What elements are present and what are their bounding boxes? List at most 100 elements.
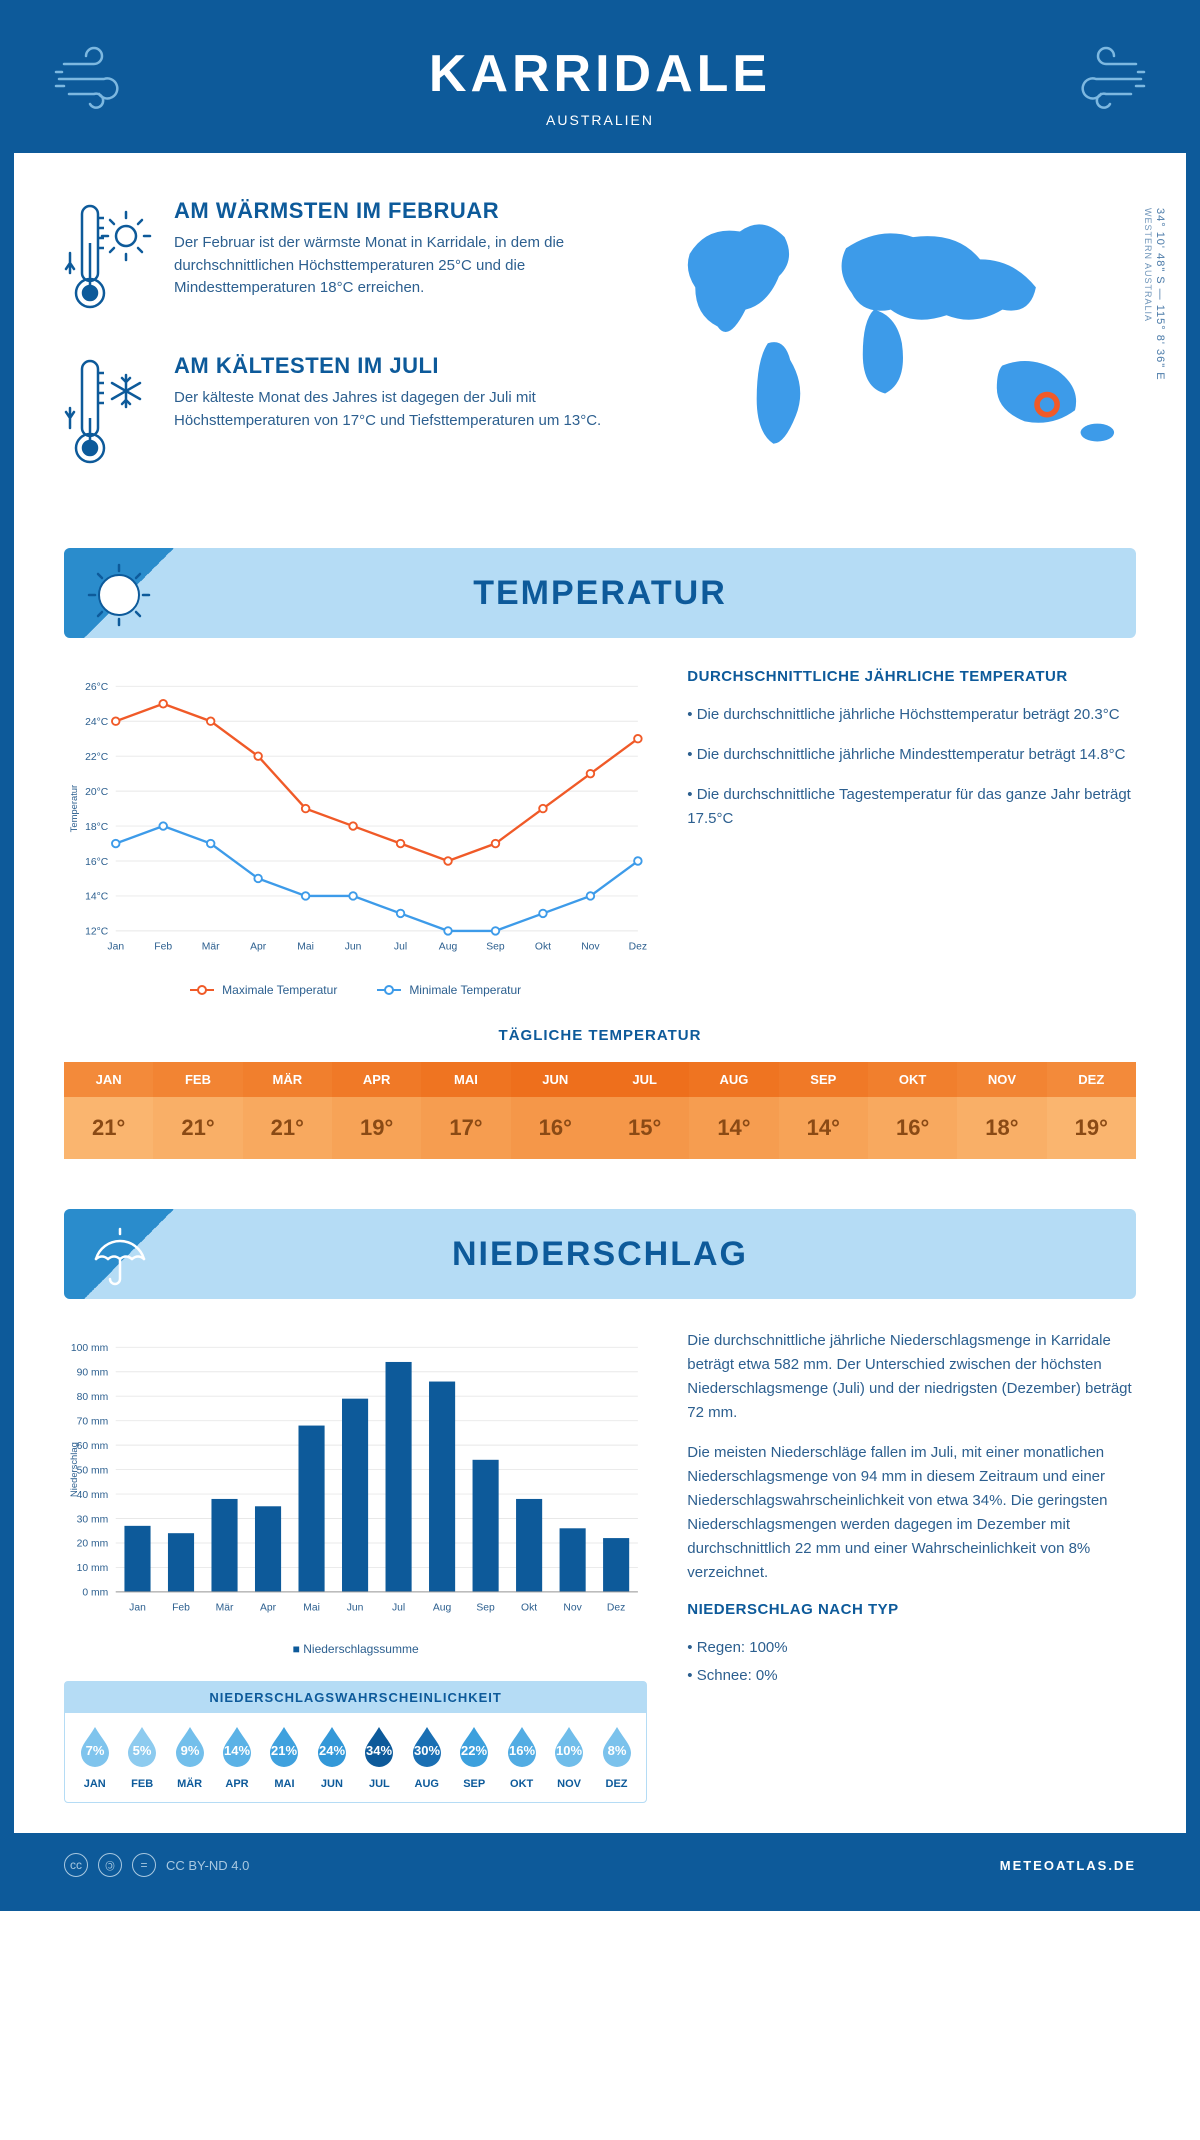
legend-max-label: Maximale Temperatur bbox=[222, 983, 337, 997]
precip-para2: Die meisten Niederschläge fallen im Juli… bbox=[687, 1441, 1136, 1585]
daily-col: FEB 21° bbox=[153, 1062, 242, 1159]
daily-col: SEP 14° bbox=[779, 1062, 868, 1159]
svg-text:70 mm: 70 mm bbox=[77, 1416, 109, 1427]
precip-left: 0 mm10 mm20 mm30 mm40 mm50 mm60 mm70 mm8… bbox=[64, 1329, 647, 1803]
drop-icon: 14% bbox=[220, 1725, 254, 1767]
svg-text:Apr: Apr bbox=[260, 1603, 277, 1614]
type-bullet: • Schnee: 0% bbox=[687, 1664, 1136, 1688]
svg-text:26°C: 26°C bbox=[85, 682, 109, 693]
umbrella-icon bbox=[84, 1221, 154, 1296]
temperature-line-chart: 12°C14°C16°C18°C20°C22°C24°C26°CJanFebMä… bbox=[64, 668, 647, 968]
prob-col: 21% MAI bbox=[261, 1725, 308, 1790]
svg-text:16%: 16% bbox=[509, 1743, 535, 1758]
intro-left: AM WÄRMSTEN IM FEBRUAR Der Februar ist d… bbox=[64, 198, 605, 508]
temp-bullet: • Die durchschnittliche Tagestemperatur … bbox=[687, 783, 1136, 831]
svg-text:9%: 9% bbox=[180, 1743, 199, 1758]
content: AM WÄRMSTEN IM FEBRUAR Der Februar ist d… bbox=[14, 153, 1186, 1833]
region-label: WESTERN AUSTRALIA bbox=[1143, 208, 1153, 322]
svg-text:Okt: Okt bbox=[535, 942, 551, 953]
world-map-icon bbox=[645, 198, 1136, 466]
prob-col: 10% NOV bbox=[545, 1725, 592, 1790]
page-title: KARRIDALE bbox=[14, 44, 1186, 104]
svg-text:Jul: Jul bbox=[394, 942, 407, 953]
prob-col: 9% MÄR bbox=[166, 1725, 213, 1790]
svg-text:12°C: 12°C bbox=[85, 927, 109, 938]
svg-text:Nov: Nov bbox=[563, 1603, 582, 1614]
by-icon: 🄯 bbox=[98, 1853, 122, 1877]
svg-text:24°C: 24°C bbox=[85, 717, 109, 728]
svg-text:Mär: Mär bbox=[216, 1603, 234, 1614]
drop-icon: 24% bbox=[315, 1725, 349, 1767]
legend-min-label: Minimale Temperatur bbox=[409, 983, 521, 997]
prob-col: 5% FEB bbox=[118, 1725, 165, 1790]
svg-text:Jul: Jul bbox=[392, 1603, 405, 1614]
svg-text:Mär: Mär bbox=[202, 942, 220, 953]
svg-text:90 mm: 90 mm bbox=[77, 1368, 109, 1379]
svg-text:14°C: 14°C bbox=[85, 892, 109, 903]
svg-text:100 mm: 100 mm bbox=[71, 1343, 108, 1354]
drop-icon: 9% bbox=[173, 1725, 207, 1767]
svg-text:21%: 21% bbox=[271, 1743, 297, 1758]
precip-para1: Die durchschnittliche jährliche Niedersc… bbox=[687, 1329, 1136, 1425]
cold-text: Der kälteste Monat des Jahres ist dagege… bbox=[174, 387, 605, 432]
svg-text:40 mm: 40 mm bbox=[77, 1490, 109, 1501]
svg-text:Aug: Aug bbox=[439, 942, 458, 953]
intro-row: AM WÄRMSTEN IM FEBRUAR Der Februar ist d… bbox=[64, 198, 1136, 508]
svg-text:5%: 5% bbox=[133, 1743, 152, 1758]
svg-text:22°C: 22°C bbox=[85, 752, 109, 763]
temp-side-title: DURCHSCHNITTLICHE JÄHRLICHE TEMPERATUR bbox=[687, 668, 1136, 685]
temp-bullet: • Die durchschnittliche jährliche Höchst… bbox=[687, 703, 1136, 727]
type-bullet: • Regen: 100% bbox=[687, 1636, 1136, 1660]
precip-body: 0 mm10 mm20 mm30 mm40 mm50 mm60 mm70 mm8… bbox=[64, 1329, 1136, 1803]
cold-block: AM KÄLTESTEN IM JULI Der kälteste Monat … bbox=[64, 353, 605, 478]
svg-text:8%: 8% bbox=[607, 1743, 626, 1758]
temperature-banner: TEMPERATUR bbox=[64, 548, 1136, 638]
daily-col: MAI 17° bbox=[421, 1062, 510, 1159]
daily-col: OKT 16° bbox=[868, 1062, 957, 1159]
svg-text:Temperatur: Temperatur bbox=[68, 785, 79, 833]
warm-text: Der Februar ist der wärmste Monat in Kar… bbox=[174, 232, 605, 300]
drop-icon: 34% bbox=[362, 1725, 396, 1767]
page-subtitle: AUSTRALIEN bbox=[14, 112, 1186, 128]
nd-icon: = bbox=[132, 1853, 156, 1877]
daily-col: JUN 16° bbox=[511, 1062, 600, 1159]
svg-text:Feb: Feb bbox=[172, 1603, 190, 1614]
svg-text:Jan: Jan bbox=[107, 942, 124, 953]
warm-block: AM WÄRMSTEN IM FEBRUAR Der Februar ist d… bbox=[64, 198, 605, 323]
svg-text:60 mm: 60 mm bbox=[77, 1441, 109, 1452]
coords: 34° 10' 48" S — 115° 8' 36" E WESTERN AU… bbox=[1142, 208, 1166, 381]
prob-col: 14% APR bbox=[213, 1725, 260, 1790]
probability-box: NIEDERSCHLAGSWAHRSCHEINLICHKEIT 7% JAN 5… bbox=[64, 1681, 647, 1803]
bar-legend: Niederschlagssumme bbox=[64, 1642, 647, 1656]
svg-text:50 mm: 50 mm bbox=[77, 1465, 109, 1476]
site-name: METEOATLAS.DE bbox=[1000, 1858, 1136, 1873]
chart-legend: .legend-item:nth-child(1) .legend-marker… bbox=[64, 983, 647, 997]
temp-title: TEMPERATUR bbox=[473, 574, 727, 613]
svg-text:Okt: Okt bbox=[521, 1603, 537, 1614]
drop-icon: 16% bbox=[505, 1725, 539, 1767]
wind-icon bbox=[54, 44, 144, 119]
svg-text:Sep: Sep bbox=[486, 942, 505, 953]
svg-text:Apr: Apr bbox=[250, 942, 267, 953]
drop-icon: 21% bbox=[267, 1725, 301, 1767]
prob-col: 34% JUL bbox=[356, 1725, 403, 1790]
svg-text:10%: 10% bbox=[556, 1743, 582, 1758]
daily-col: MÄR 21° bbox=[243, 1062, 332, 1159]
intro-right: 34° 10' 48" S — 115° 8' 36" E WESTERN AU… bbox=[645, 198, 1136, 508]
prob-col: 30% AUG bbox=[403, 1725, 450, 1790]
warm-title: AM WÄRMSTEN IM FEBRUAR bbox=[174, 198, 605, 224]
daily-temp-table: JAN 21° FEB 21° MÄR 21° APR 19° MAI 17° … bbox=[64, 1062, 1136, 1159]
drop-icon: 8% bbox=[600, 1725, 634, 1767]
drop-icon: 30% bbox=[410, 1725, 444, 1767]
prob-col: 24% JUN bbox=[308, 1725, 355, 1790]
drop-icon: 22% bbox=[457, 1725, 491, 1767]
page: KARRIDALE AUSTRALIEN AM WÄRMSTEN IM FEBR… bbox=[0, 0, 1200, 1911]
svg-text:Aug: Aug bbox=[433, 1603, 452, 1614]
prob-col: 16% OKT bbox=[498, 1725, 545, 1790]
cold-title: AM KÄLTESTEN IM JULI bbox=[174, 353, 605, 379]
footer-left: cc 🄯 = CC BY-ND 4.0 bbox=[64, 1853, 249, 1877]
temp-side-text: DURCHSCHNITTLICHE JÄHRLICHE TEMPERATUR •… bbox=[687, 668, 1136, 997]
svg-text:0 mm: 0 mm bbox=[82, 1588, 108, 1599]
prob-col: 22% SEP bbox=[451, 1725, 498, 1790]
svg-text:Jun: Jun bbox=[345, 942, 362, 953]
